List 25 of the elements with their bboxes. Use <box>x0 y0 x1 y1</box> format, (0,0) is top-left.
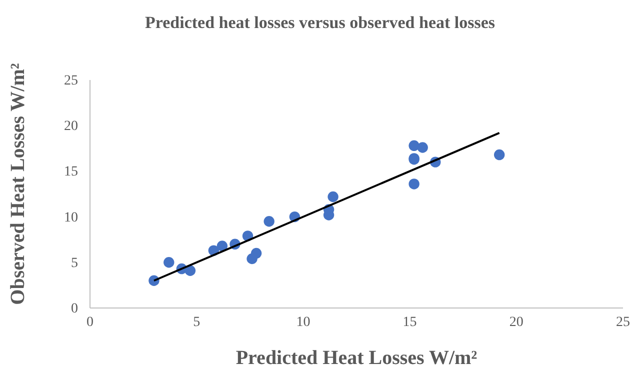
y-tick-label: 25 <box>64 73 78 88</box>
x-tick-label: 5 <box>193 314 200 330</box>
y-tick-label: 15 <box>64 164 78 180</box>
y-axis-title: Observed Heat Losses W/m² <box>7 63 29 305</box>
x-tick-label: 15 <box>402 314 417 330</box>
point <box>216 240 228 252</box>
point <box>184 265 196 276</box>
x-tick-label: 10 <box>296 314 310 330</box>
point <box>494 149 505 160</box>
y-tick-label: 10 <box>64 210 78 226</box>
point <box>250 248 262 259</box>
chart-title: Predicted heat losses versus observed heat losses <box>144 13 496 32</box>
x-axis-title: Predicted Heat Losses W/m² <box>236 347 478 369</box>
point <box>408 178 420 190</box>
x-tick-label: 0 <box>86 314 94 330</box>
point <box>417 142 428 153</box>
point <box>328 191 338 202</box>
y-tick-label: 0 <box>71 301 78 316</box>
point <box>408 140 420 152</box>
x-tick-label: 20 <box>509 314 524 330</box>
y-tick-label: 5 <box>71 256 78 271</box>
y-tick-label: 20 <box>64 119 78 134</box>
x-tick-label: 25 <box>616 314 630 330</box>
point <box>264 216 274 227</box>
point <box>164 257 174 268</box>
